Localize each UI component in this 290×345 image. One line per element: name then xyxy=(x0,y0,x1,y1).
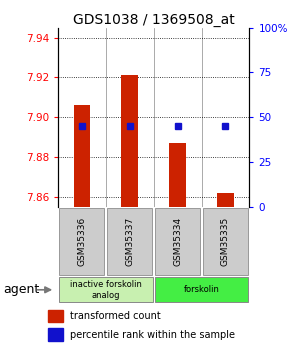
Bar xyxy=(169,143,186,207)
Text: percentile rank within the sample: percentile rank within the sample xyxy=(70,330,235,339)
Bar xyxy=(59,277,153,303)
Text: transformed count: transformed count xyxy=(70,311,161,321)
Text: agent: agent xyxy=(3,283,39,296)
Bar xyxy=(122,76,138,207)
Bar xyxy=(48,310,63,322)
Bar xyxy=(203,208,248,275)
Bar xyxy=(107,208,152,275)
Title: GDS1038 / 1369508_at: GDS1038 / 1369508_at xyxy=(73,12,235,27)
Text: GSM35335: GSM35335 xyxy=(221,217,230,266)
Bar xyxy=(48,328,63,341)
Text: GSM35336: GSM35336 xyxy=(77,217,86,266)
Text: GSM35334: GSM35334 xyxy=(173,217,182,266)
Bar xyxy=(155,277,249,303)
Bar xyxy=(74,105,90,207)
Bar xyxy=(155,208,200,275)
Text: GSM35337: GSM35337 xyxy=(125,217,134,266)
Text: forskolin: forskolin xyxy=(184,285,220,294)
Bar xyxy=(59,208,104,275)
Bar xyxy=(217,193,234,207)
Text: inactive forskolin
analog: inactive forskolin analog xyxy=(70,280,142,299)
